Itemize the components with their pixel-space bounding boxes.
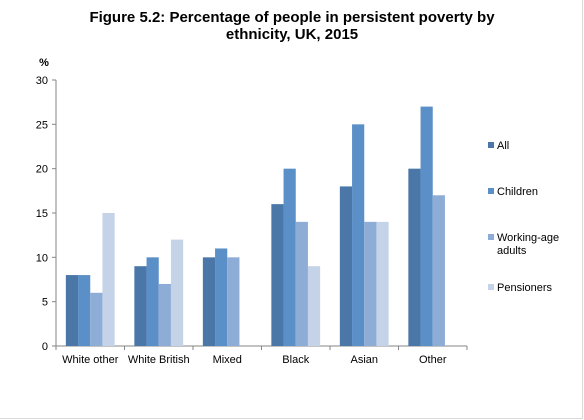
bar (158, 283, 171, 346)
y-tick-label: 30 (36, 75, 48, 87)
y-tick-label: 5 (42, 297, 48, 309)
bar (420, 106, 433, 346)
legend-swatch (488, 142, 494, 148)
bar (283, 168, 296, 346)
y-axis-label: % (39, 57, 49, 69)
legend-label: Children (497, 186, 538, 198)
legend-label: adults (497, 245, 527, 257)
legend-label: Working-age (497, 232, 559, 244)
bar (408, 168, 421, 346)
x-tick-label: White British (128, 354, 190, 366)
chart-title-line-1: Figure 5.2: Percentage of people in pers… (89, 9, 495, 26)
x-tick-label: Asian (350, 354, 378, 366)
bar (65, 275, 79, 346)
y-tick-label: 25 (36, 119, 48, 131)
bar (364, 221, 377, 346)
legend-swatch (488, 234, 494, 240)
y-tick-label: 20 (36, 164, 48, 176)
bar (352, 124, 365, 346)
x-tick-label: Mixed (213, 354, 242, 366)
bar (339, 186, 353, 346)
legend-swatch (488, 284, 494, 290)
bar (376, 221, 389, 346)
x-tick-label: White other (62, 354, 119, 366)
y-tick-label: 0 (42, 341, 48, 353)
bar (90, 292, 103, 346)
bar (202, 257, 216, 346)
bar (170, 239, 184, 346)
legend-label: Pensioners (497, 282, 553, 294)
bar (295, 221, 308, 346)
bar (134, 266, 147, 346)
x-tick-label: Other (419, 354, 447, 366)
y-tick-label: 15 (36, 208, 48, 220)
x-tick-label: Black (282, 354, 309, 366)
bar (307, 266, 321, 346)
chart-title-line-2: ethnicity, UK, 2015 (225, 26, 359, 43)
y-tick-label: 10 (36, 252, 48, 264)
bar (271, 204, 284, 346)
bar (215, 248, 228, 346)
bar (102, 213, 115, 346)
bar (78, 275, 91, 346)
bar (146, 257, 159, 346)
legend-swatch (488, 188, 494, 194)
bar (227, 257, 240, 346)
bar (432, 195, 445, 346)
legend-label: All (497, 140, 509, 152)
chart-title: Figure 5.2: Percentage of people in pers… (0, 9, 584, 43)
